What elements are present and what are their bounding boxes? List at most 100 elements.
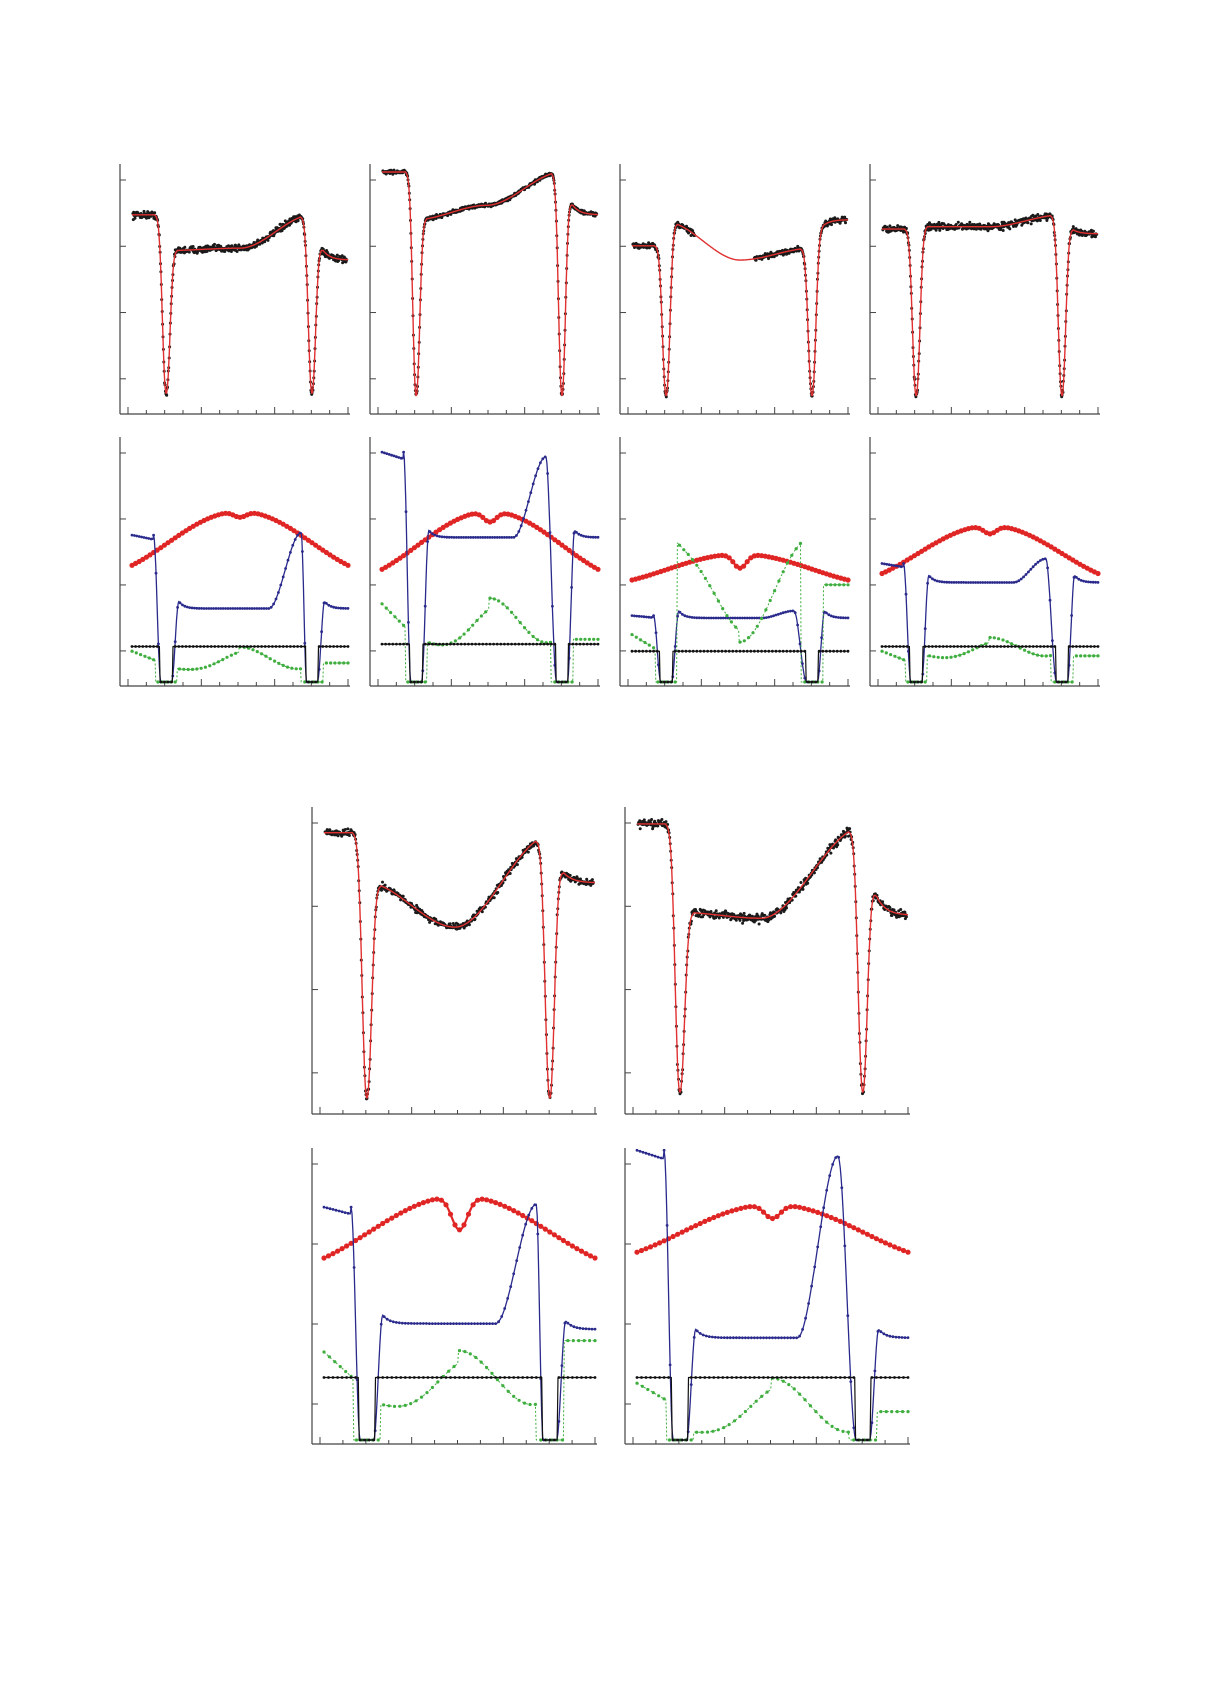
green-component-point [711,1429,715,1433]
black-component-point [981,645,985,648]
green-component-point [290,666,294,670]
blue-component-point [394,1321,398,1324]
blue-component-point [719,616,723,620]
blue-component-point [777,1336,780,1340]
data-point [416,906,420,910]
red-component-point [547,1229,553,1235]
black-component-point [913,680,916,684]
blue-component-point [846,1314,850,1318]
blue-component-point [428,1322,431,1325]
blue-component-point [1012,581,1016,584]
blue-component-point [577,532,581,536]
black-component-point [224,645,228,648]
blue-component-point [409,1322,413,1325]
green-component-point [322,1350,326,1354]
blue-component-point [959,581,963,584]
green-component-point [527,630,531,635]
black-component-point [571,1376,574,1379]
red-component-point [470,1202,476,1208]
black-component-point [530,1376,534,1379]
blue-component-point [935,579,939,583]
blue-component-point [834,615,838,619]
green-component-point [344,1369,348,1374]
blue-component-point [435,534,439,538]
black-component-point [567,642,571,646]
green-component-point [466,628,470,632]
blue-component-point [515,534,518,537]
black-component-point [1057,680,1060,684]
red-component-point [824,1213,830,1219]
blue-component-point [741,616,744,620]
light-curve-panel [869,164,1100,415]
data-point [255,244,258,248]
blue-component-point [745,616,749,620]
black-component-point [999,645,1003,648]
black-component-point [905,645,909,648]
blue-component-point [425,1322,428,1325]
green-component-point [285,665,290,669]
blue-component-point [207,607,211,610]
black-component-point [763,649,767,653]
blue-component-point [736,616,739,620]
red-component-point [887,1242,893,1248]
black-component-point [880,645,884,648]
component-panel [119,437,351,687]
blue-component-point [527,500,530,503]
data-point [806,881,810,885]
model-fit-line [637,823,908,1093]
green-component-point [403,1403,407,1407]
data-point [888,906,892,909]
black-component-point [517,642,521,646]
blue-component-point [750,1336,753,1340]
black-component-point [725,1376,729,1379]
blue-component-point [591,535,595,539]
black-component-point [441,642,445,646]
blue-component-point [1034,562,1037,566]
black-component-point [695,649,699,653]
black-component-point [549,642,553,646]
green-component-point [327,1355,331,1359]
black-component-point [427,642,431,646]
green-component-point [923,680,927,684]
black-component-point [735,1376,738,1379]
black-component-point [724,649,727,653]
green-component-point [958,653,962,657]
red-component-point [724,1209,730,1215]
blue-component-point [710,1335,714,1339]
blue-component-point [801,1328,804,1331]
green-component-point [579,637,583,641]
red-component-point [357,1235,363,1241]
green-component-point [577,1339,581,1343]
blue-component-point [476,536,480,539]
red-component-point [552,537,558,543]
red-component-point [402,1208,408,1214]
green-component-point [841,1429,845,1433]
red-component-point [480,514,486,521]
black-component-point [381,1376,385,1379]
black-component-point [1093,645,1096,648]
blue-component-point [440,1322,443,1325]
black-component-point [816,1376,820,1379]
blue-component-point [810,1284,813,1288]
black-component-point [717,649,720,653]
blue-component-point [839,616,843,620]
blue-component-point [510,536,513,539]
red-component-point [657,1240,663,1246]
black-component-point [766,1376,770,1379]
blue-component-point [140,535,144,539]
green-component-point [152,658,156,662]
black-component-point [546,642,549,646]
blue-component-point [1089,580,1093,584]
black-component-point [1089,645,1093,648]
black-component-point [829,1376,833,1379]
black-component-point [402,642,405,646]
black-component-point [780,1376,783,1379]
black-component-point [753,1376,756,1379]
blue-component-point [1022,575,1025,579]
red-component-point [788,1204,794,1210]
green-component-point [1092,654,1096,658]
blue-component-point [772,614,775,618]
blue-component-point [331,1208,335,1211]
blue-component-point [998,581,1001,584]
black-component-point [952,645,956,648]
